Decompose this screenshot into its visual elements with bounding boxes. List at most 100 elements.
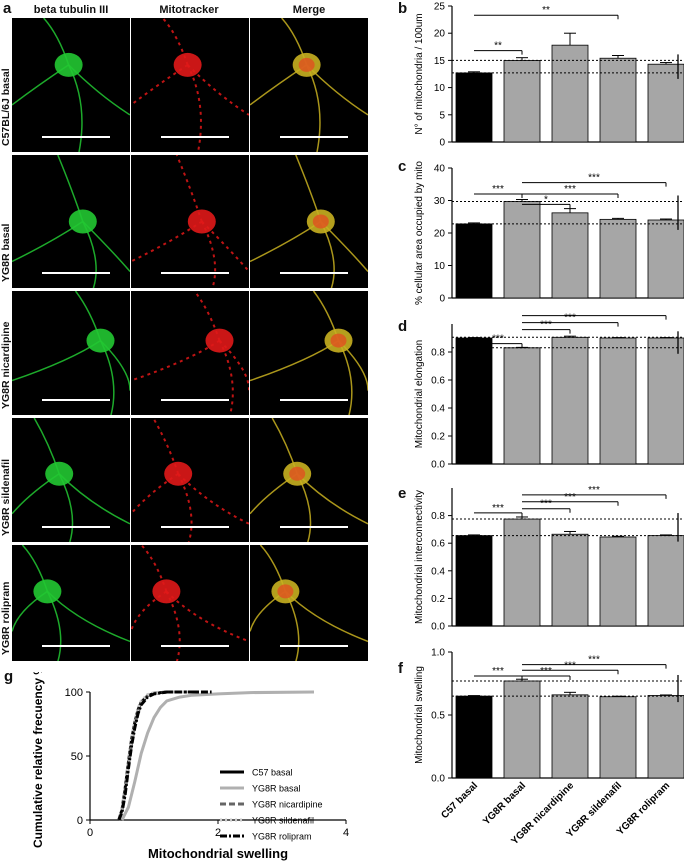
y-axis-label: N° of mitochondria / 100um	[414, 13, 425, 134]
neurite	[186, 64, 202, 152]
significance-label: ***	[540, 666, 552, 677]
scale-bar	[42, 272, 110, 274]
soma	[33, 579, 62, 604]
soma-overlap	[312, 214, 329, 229]
scale-bar	[280, 399, 348, 401]
neurite	[131, 64, 189, 106]
series-line	[117, 690, 186, 821]
bar	[551, 533, 589, 627]
panel-letter-e: e	[398, 485, 407, 502]
neurite	[193, 291, 221, 341]
y-tick-label: 0.8	[431, 348, 445, 359]
micrograph-drawing	[250, 18, 368, 152]
micrograph-image	[250, 291, 368, 415]
scale-bar	[42, 136, 110, 138]
micrograph-drawing	[131, 545, 249, 661]
y-tick-label: 0.6	[431, 539, 445, 550]
soma	[68, 209, 97, 234]
series-line	[120, 690, 315, 821]
micrograph-image	[12, 545, 130, 661]
significance-label: ***	[564, 492, 576, 503]
micrograph-drawing	[131, 18, 249, 152]
micrograph-drawing	[250, 155, 368, 288]
soma	[205, 328, 234, 353]
bar	[551, 44, 589, 143]
legend-label: C57 basal	[252, 768, 293, 778]
scale-bar	[161, 272, 229, 274]
bar	[599, 218, 637, 299]
panel-letter-g: g	[4, 668, 14, 685]
micrograph-image	[250, 545, 368, 661]
micrograph-image	[131, 291, 249, 415]
neurite	[131, 339, 221, 382]
bar	[647, 695, 684, 779]
soma-overlap	[330, 333, 347, 348]
column-header-merge: Merge	[292, 4, 326, 16]
neurite	[140, 545, 168, 592]
micrograph-image	[250, 18, 368, 152]
micrograph-image	[131, 545, 249, 661]
y-tick-label: 40	[434, 164, 446, 175]
series-line	[117, 690, 212, 821]
scale-bar	[42, 645, 110, 647]
y-axis-label: Cumulative relative frecuency %	[31, 672, 45, 848]
y-tick-label: 1.0	[431, 648, 445, 659]
bar	[647, 535, 684, 627]
bar	[455, 337, 493, 465]
scale-bar	[42, 526, 110, 528]
bar	[503, 347, 541, 465]
y-tick-label: 10	[434, 83, 446, 94]
neurite	[67, 64, 83, 152]
y-axis-label: Mitochondrial interconnectivity	[414, 490, 425, 624]
micrograph-image	[131, 155, 249, 288]
bar	[503, 518, 541, 627]
neurite	[12, 339, 101, 382]
y-axis-label: Mitochondrial elongation	[414, 340, 425, 448]
soma	[86, 328, 115, 353]
soma	[152, 579, 181, 604]
neurite	[161, 18, 189, 66]
soma	[45, 461, 74, 486]
y-tick-label: 0.2	[431, 594, 445, 605]
micrograph-drawing	[12, 18, 130, 152]
y-tick-label: 15	[434, 56, 446, 67]
significance-label: ***	[588, 655, 600, 666]
micrograph-drawing	[12, 291, 130, 415]
bar	[503, 680, 541, 779]
neurite	[131, 590, 167, 632]
scale-bar	[161, 399, 229, 401]
scale-bar	[280, 136, 348, 138]
significance-label: **	[542, 5, 550, 16]
y-tick-label: 0.5	[431, 711, 445, 722]
y-tick-label: 0.0	[431, 622, 445, 633]
row-label: YG8R basal	[0, 223, 12, 282]
bar	[503, 60, 541, 143]
row-label: C57BL/6J basal	[0, 68, 12, 146]
y-tick-label: 20	[434, 229, 446, 240]
bar	[599, 337, 637, 465]
micrograph-drawing	[12, 155, 130, 288]
significance-label: ***	[588, 485, 600, 496]
x-tick-label: 4	[343, 827, 349, 839]
soma-overlap	[298, 57, 315, 72]
bar	[551, 212, 589, 299]
y-tick-label: 50	[71, 751, 83, 763]
y-tick-label: 10	[434, 261, 446, 272]
bar	[551, 694, 589, 779]
micrograph-image	[131, 18, 249, 152]
panel-letter-c: c	[398, 158, 407, 175]
panel-letter-b: b	[398, 0, 408, 17]
scale-bar	[161, 645, 229, 647]
neurite	[305, 64, 321, 152]
bar-chart-b: 0 5 10 15 20 25 N° of mitochondria / 100um ** **	[414, 2, 684, 149]
bar	[647, 219, 684, 299]
soma	[173, 52, 202, 77]
micrograph-image	[12, 418, 130, 542]
micrograph-drawing	[12, 418, 130, 542]
neurite	[152, 418, 180, 475]
micrograph-drawing	[131, 155, 249, 288]
micrograph-image	[250, 418, 368, 542]
legend-label: YG8R rolipram	[252, 832, 312, 842]
micrograph-image	[250, 155, 368, 288]
significance-label: ***	[564, 660, 576, 671]
